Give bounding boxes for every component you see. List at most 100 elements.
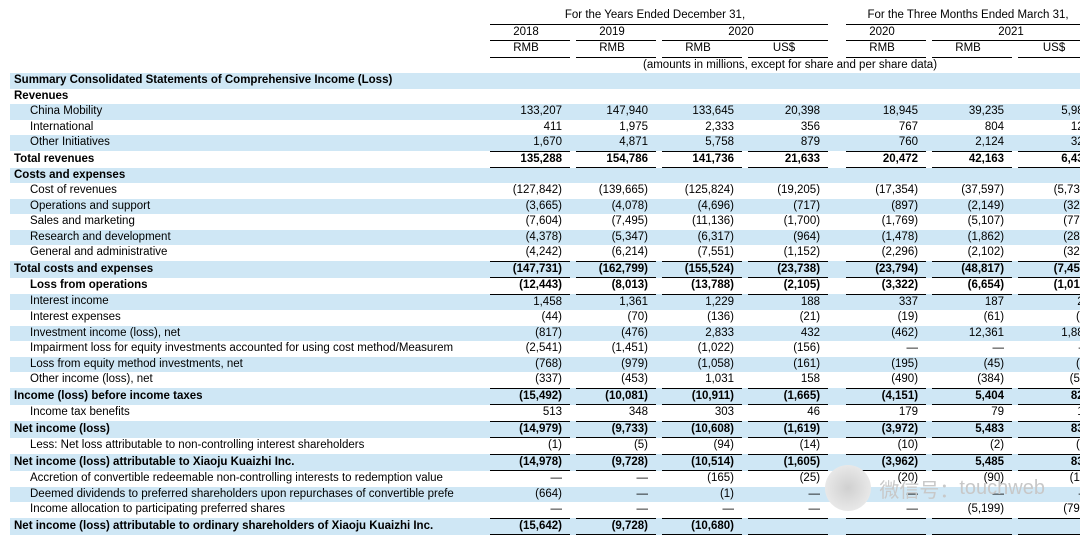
- row-value: (4,078): [576, 199, 656, 215]
- header-group-row: For the Years Ended December 31, For the…: [10, 8, 1080, 24]
- row-value: (8,013): [576, 278, 656, 295]
- row-value: 348: [576, 405, 656, 422]
- row-value: (1,769): [846, 214, 926, 230]
- table-row: Income tax benefits513348303461797912: [10, 405, 1080, 422]
- row-value: [490, 168, 570, 184]
- row-label: Income tax benefits: [10, 405, 490, 422]
- row-value: (14,979): [490, 421, 570, 438]
- row-value: 20,398: [748, 104, 828, 120]
- row-label: Costs and expenses: [10, 168, 490, 184]
- row-value: 5,758: [662, 135, 742, 151]
- row-value: (1,152): [748, 245, 828, 261]
- row-value: 79: [932, 405, 1012, 422]
- row-value: (1,605): [748, 454, 828, 471]
- header-unit: RMB: [846, 41, 926, 58]
- row-value: 767: [846, 120, 926, 136]
- row-label: Cost of revenues: [10, 183, 490, 199]
- row-value: (1,016): [1018, 278, 1080, 295]
- row-value: (1,862): [932, 230, 1012, 246]
- row-value: [846, 168, 926, 184]
- row-value: (5,347): [576, 230, 656, 246]
- row-value: —: [846, 341, 926, 357]
- table-row: Investment income (loss), net(817)(476)2…: [10, 326, 1080, 342]
- watermark: 微信号： touchweb: [825, 465, 1045, 511]
- row-value: (1,700): [748, 214, 828, 230]
- row-value: (7): [1018, 357, 1080, 373]
- row-value: (127,842): [490, 183, 570, 199]
- row-value: [846, 89, 926, 105]
- row-label: Total costs and expenses: [10, 261, 490, 278]
- row-value: (37,597): [932, 183, 1012, 199]
- row-value: (4,151): [846, 388, 926, 405]
- row-label: Impairment loss for equity investments a…: [10, 341, 490, 357]
- row-value: [662, 168, 742, 184]
- row-value: (195): [846, 357, 926, 373]
- row-value: (147,731): [490, 261, 570, 278]
- row-value: (5,107): [932, 214, 1012, 230]
- row-value: [576, 89, 656, 105]
- row-value: (5,738): [1018, 183, 1080, 199]
- row-value: 2,124: [932, 135, 1012, 151]
- row-value: (664): [490, 487, 570, 503]
- row-value: (23,738): [748, 261, 828, 278]
- row-value: (5): [576, 438, 656, 455]
- header-group-left: For the Years Ended December 31,: [490, 8, 828, 24]
- row-value: (70): [576, 310, 656, 326]
- row-value: (979): [576, 357, 656, 373]
- row-value: 20,472: [846, 151, 926, 168]
- row-value: (1,665): [748, 388, 828, 405]
- row-value: (94): [662, 438, 742, 455]
- row-value: (12,443): [490, 278, 570, 295]
- row-value: 141,736: [662, 151, 742, 168]
- table-row: Cost of revenues(127,842)(139,665)(125,8…: [10, 183, 1080, 199]
- row-value: (25): [748, 471, 828, 487]
- header-unit: RMB: [662, 41, 742, 58]
- header-year: 2021: [932, 24, 1080, 41]
- row-label: Net income (loss) attributable to Xiaoju…: [10, 454, 490, 471]
- table-row: China Mobility133,207147,940133,64520,39…: [10, 104, 1080, 120]
- header-unit: RMB: [932, 41, 1012, 58]
- row-value: 1,361: [576, 294, 656, 310]
- row-value: (0): [1018, 438, 1080, 455]
- table-row: Revenues: [10, 89, 1080, 105]
- row-value: (165): [662, 471, 742, 487]
- row-value: (10): [846, 438, 926, 455]
- row-value: (10,911): [662, 388, 742, 405]
- row-value: 133,645: [662, 104, 742, 120]
- row-value: (284): [1018, 230, 1080, 246]
- table-row: Loss from operations(12,443)(8,013)(13,7…: [10, 278, 1080, 295]
- row-value: (2,296): [846, 245, 926, 261]
- row-value: (964): [748, 230, 828, 246]
- table-row: Total costs and expenses(147,731)(162,79…: [10, 261, 1080, 278]
- header-note-row: (amounts in millions, except for share a…: [10, 57, 1080, 73]
- row-value: 432: [748, 326, 828, 342]
- row-value: 760: [846, 135, 926, 151]
- row-value: (4,378): [490, 230, 570, 246]
- row-value: (2): [932, 438, 1012, 455]
- table-row: Net income (loss) attributable to ordina…: [10, 518, 1080, 535]
- header-unit: US$: [748, 41, 828, 58]
- row-value: (10,081): [576, 388, 656, 405]
- row-value: (7,604): [490, 214, 570, 230]
- row-value: 18,945: [846, 104, 926, 120]
- row-value: (161): [748, 357, 828, 373]
- table-row: Sales and marketing(7,604)(7,495)(11,136…: [10, 214, 1080, 230]
- row-value: 6,435: [1018, 151, 1080, 168]
- row-value: (7,451): [1018, 261, 1080, 278]
- row-value: (15,642): [490, 518, 570, 535]
- row-value: (14): [748, 438, 828, 455]
- row-label: Other Initiatives: [10, 135, 490, 151]
- row-value: (21): [748, 310, 828, 326]
- row-value: [576, 168, 656, 184]
- row-value: 356: [748, 120, 828, 136]
- row-value: (717): [748, 199, 828, 215]
- row-value: (2,102): [932, 245, 1012, 261]
- row-value: (11,136): [662, 214, 742, 230]
- row-value: (2,541): [490, 341, 570, 357]
- row-value: 187: [932, 294, 1012, 310]
- row-value: (45): [932, 357, 1012, 373]
- header-unit-row: RMB RMB RMB US$ RMB RMB US$: [10, 41, 1080, 58]
- row-value: (322): [1018, 245, 1080, 261]
- row-value: (1,619): [748, 421, 828, 438]
- table-row: Impairment loss for equity investments a…: [10, 341, 1080, 357]
